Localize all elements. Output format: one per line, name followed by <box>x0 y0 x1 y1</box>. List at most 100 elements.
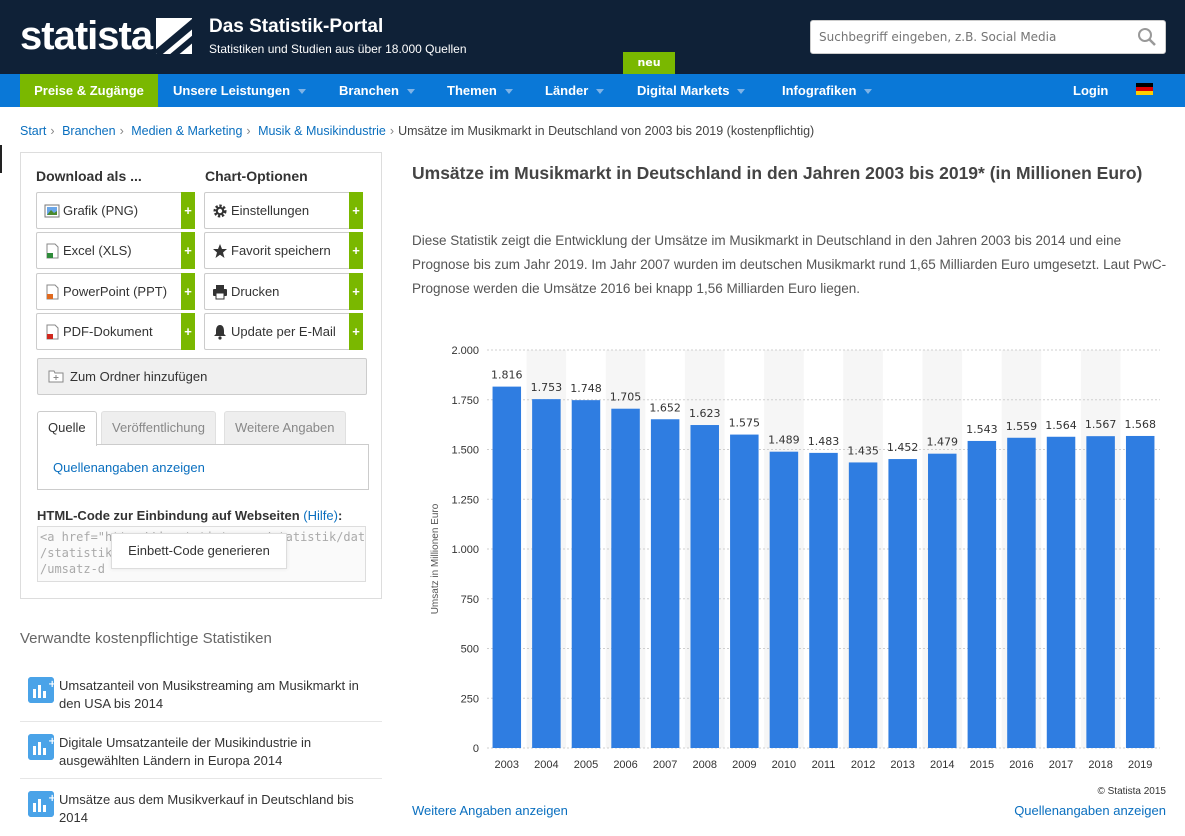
print-button[interactable]: Drucken + <box>204 273 363 310</box>
chevron-down-icon <box>737 89 746 95</box>
x-tick-label: 2016 <box>1009 759 1033 771</box>
bar-value-label: 1.575 <box>729 417 761 430</box>
powerpoint-icon <box>46 284 59 300</box>
settings-button[interactable]: Einstellungen + <box>204 192 363 229</box>
svg-text:+: + <box>48 736 54 747</box>
x-tick-label: 2013 <box>890 759 914 771</box>
breadcrumb-start[interactable]: Start <box>20 124 47 138</box>
top-header: statista Das Statistik-Portal Statistike… <box>0 0 1185 74</box>
tab-content: Quellenangaben anzeigen <box>37 444 369 490</box>
bar <box>1046 436 1076 748</box>
add-to-folder-button[interactable]: Zum Ordner hinzufügen <box>37 358 367 395</box>
tab-weitere-angaben[interactable]: Weitere Angaben <box>224 411 346 445</box>
svg-text:+: + <box>48 679 54 690</box>
bar-value-label: 1.489 <box>768 434 800 447</box>
bar <box>571 400 601 748</box>
nav-branchen[interactable]: Branchen <box>339 74 415 107</box>
source-info-link[interactable]: Quellenangaben anzeigen <box>1014 803 1166 818</box>
generate-embed-button[interactable]: Einbett-Code generieren <box>111 533 287 569</box>
bar-value-label: 1.748 <box>570 382 602 395</box>
chevron-down-icon <box>406 89 415 95</box>
bar-value-label: 1.816 <box>491 369 523 382</box>
x-tick-label: 2018 <box>1088 759 1112 771</box>
folder-label: Zum Ordner hinzufügen <box>70 369 208 384</box>
nav-laender[interactable]: Länder <box>545 74 605 107</box>
breadcrumb-separator: › <box>389 124 395 138</box>
portal-subtitle: Statistiken und Studien aus über 18.000 … <box>209 42 467 56</box>
nav-unsere-leistungen[interactable]: Unsere Leistungen <box>173 74 307 107</box>
related-item[interactable]: + Umsatzanteil von Musikstreaming am Mus… <box>20 665 382 722</box>
plus-icon: + <box>181 192 195 229</box>
x-tick-label: 2009 <box>732 759 756 771</box>
breadcrumb-separator: › <box>119 124 124 138</box>
logo-mark-icon <box>156 18 193 54</box>
breadcrumb-medien[interactable]: Medien & Marketing <box>131 124 243 138</box>
related-item[interactable]: + Umsätze aus dem Musikverkauf in Deutsc… <box>20 779 382 836</box>
chart-options-title: Chart-Optionen <box>205 168 308 184</box>
image-icon <box>44 204 60 218</box>
login-link[interactable]: Login <box>1073 83 1109 98</box>
bell-icon <box>214 325 226 340</box>
statista-logo[interactable]: statista <box>20 14 193 58</box>
search-icon[interactable] <box>1137 27 1157 47</box>
bar <box>1125 435 1155 748</box>
excel-icon <box>46 243 59 259</box>
bar <box>532 399 561 748</box>
x-tick-label: 2010 <box>772 759 796 771</box>
nav-themen[interactable]: Themen <box>447 74 513 107</box>
x-tick-label: 2007 <box>653 759 677 771</box>
tab-quelle[interactable]: Quelle <box>37 411 97 446</box>
download-pdf-button[interactable]: PDF-Dokument + <box>36 313 195 350</box>
left-edge-marker <box>0 145 2 173</box>
x-tick-label: 2017 <box>1049 759 1073 771</box>
bar <box>928 453 957 748</box>
html-code-label: HTML-Code zur Einbindung auf Webseiten (… <box>37 508 342 523</box>
x-tick-label: 2003 <box>495 759 519 771</box>
y-tick-label: 1.500 <box>451 445 479 457</box>
bar-value-label: 1.543 <box>966 423 998 436</box>
more-info-link[interactable]: Weitere Angaben anzeigen <box>412 803 568 818</box>
chevron-down-icon <box>298 89 307 95</box>
download-png-button[interactable]: Grafik (PNG) + <box>36 192 195 229</box>
bar-value-label: 1.568 <box>1124 418 1156 431</box>
plus-icon: + <box>349 192 363 229</box>
bar <box>848 462 878 748</box>
plus-icon: + <box>181 313 195 350</box>
download-title: Download als ... <box>36 168 142 184</box>
x-tick-label: 2008 <box>692 759 716 771</box>
bar-chart: 0 250 500 750 1.000 1.250 1.500 1.750 2.000 1.816… <box>430 345 1160 771</box>
related-item-text: Umsatzanteil von Musikstreaming am Musik… <box>59 678 359 711</box>
copyright: © Statista 2015 <box>1097 786 1166 797</box>
email-update-button[interactable]: Update per E-Mail + <box>204 313 363 350</box>
nav-infografiken[interactable]: Infografiken <box>782 74 873 107</box>
download-options-panel: Download als ... Chart-Optionen Grafik (… <box>20 152 382 599</box>
bar-value-label: 1.564 <box>1045 419 1077 432</box>
nav-digital-markets[interactable]: Digital Markets <box>637 74 746 107</box>
download-label: PDF-Dokument <box>63 324 153 339</box>
breadcrumb-separator: › <box>50 124 55 138</box>
y-tick-label: 1.750 <box>451 395 479 407</box>
search-input[interactable] <box>811 21 1121 53</box>
tab-veroeffentlichung[interactable]: Veröffentlichung <box>101 411 216 445</box>
download-ppt-button[interactable]: PowerPoint (PPT) + <box>36 273 195 310</box>
german-flag-icon[interactable] <box>1136 83 1153 95</box>
related-item[interactable]: + Digitale Umsatzanteile der Musikindust… <box>20 722 382 779</box>
option-label: Einstellungen <box>231 203 310 218</box>
nav-label: Unsere Leistungen <box>173 83 291 98</box>
download-xls-button[interactable]: Excel (XLS) + <box>36 232 195 269</box>
bar <box>1007 437 1036 748</box>
bar-value-label: 1.479 <box>927 436 959 449</box>
page-description: Diese Statistik zeigt die Entwicklung de… <box>412 233 1167 296</box>
html-label-text: HTML-Code zur Einbindung auf Webseiten <box>37 508 300 523</box>
favorite-button[interactable]: Favorit speichern + <box>204 232 363 269</box>
help-link[interactable]: (Hilfe) <box>303 508 338 523</box>
nav-label: Branchen <box>339 83 399 98</box>
nav-label: Infografiken <box>782 83 857 98</box>
breadcrumb-musik[interactable]: Musik & Musikindustrie <box>258 124 386 138</box>
breadcrumb-branchen[interactable]: Branchen <box>62 124 116 138</box>
plus-icon: + <box>349 273 363 310</box>
nav-preise[interactable]: Preise & Zugänge <box>20 74 158 107</box>
folder-icon <box>48 370 64 383</box>
source-link[interactable]: Quellenangaben anzeigen <box>53 460 205 475</box>
breadcrumb-separator: › <box>246 124 251 138</box>
